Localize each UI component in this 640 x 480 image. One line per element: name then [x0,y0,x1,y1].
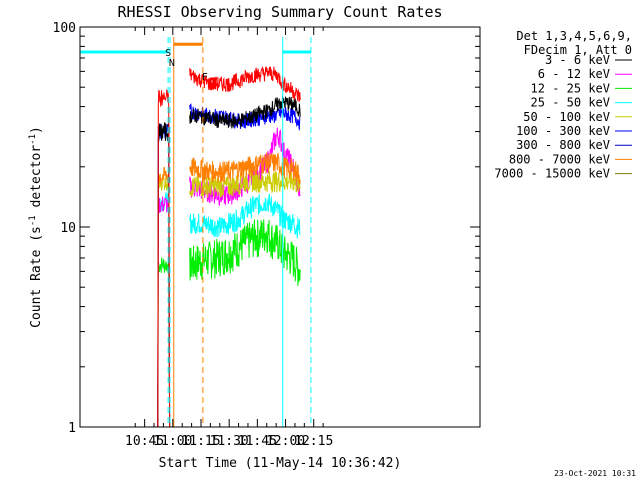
legend-entry-label: 800 - 7000 keV [509,152,610,166]
x-tick-label: 11:15 [181,434,220,449]
flag-letter: F [202,72,208,83]
legend-entry-label: 100 - 300 keV [516,124,610,138]
chart-title: RHESSI Observing Summary Count Rates [117,3,442,21]
y-axis-label-end: ) [29,126,44,134]
x-tick-label: 10:45 [125,434,164,449]
legend-header: FDecim 1, Att 0 [524,43,632,57]
y-axis-label-sup2: -1 [28,134,38,145]
flag-letter: N [169,58,175,69]
legend: Det 1,3,4,5,6,9,FDecim 1, Att 03 - 6 keV… [494,29,632,181]
footer-date: 23-Oct-2021 10:31 [554,469,636,478]
y-tick-label: 1 [68,421,76,436]
trace-early [157,122,171,428]
trace-early [157,88,171,428]
y-tick-label: 10 [60,221,76,236]
legend-entry-label: 12 - 25 keV [531,81,610,95]
trace-early [157,166,171,428]
x-tick-label: 12:15 [294,434,333,449]
trace-late [189,65,301,102]
trace-late [189,193,301,239]
legend-entry-label: 6 - 12 keV [538,67,610,81]
x-tick-label: 12:00 [266,434,305,449]
trace-late [189,152,301,185]
trace-early [157,195,171,428]
y-axis-label-mid: detector [29,145,44,216]
legend-entry-label: 50 - 100 keV [523,110,610,124]
legend-entry-label: 300 - 800 keV [516,138,610,152]
legend-entry-label: 7000 - 15000 keV [494,167,610,181]
trace-early [157,256,171,428]
legend-entry-label: 25 - 50 keV [531,96,610,110]
plot-frame [79,26,481,428]
x-axis-label: Start Time (11-May-14 10:36:42) [159,456,402,471]
trace-late [189,219,301,287]
x-tick-label: 11:45 [238,434,277,449]
y-axis-label-sup1: -1 [28,215,38,226]
trace-late [189,95,301,129]
legend-header: Det 1,3,4,5,6,9, [516,29,632,43]
legend-entry-label: 3 - 6 keV [545,53,610,67]
trace-late [189,169,301,198]
y-axis-label: Count Rate (s-1 detector-1) [28,126,44,328]
flag-letter: S [165,48,171,59]
data-traces [157,65,301,428]
x-tick-label: 11:00 [153,434,192,449]
x-tick-label: 11:30 [210,434,249,449]
y-axis-label-main: Count Rate (s [29,226,44,328]
y-tick-label: 100 [53,21,76,36]
